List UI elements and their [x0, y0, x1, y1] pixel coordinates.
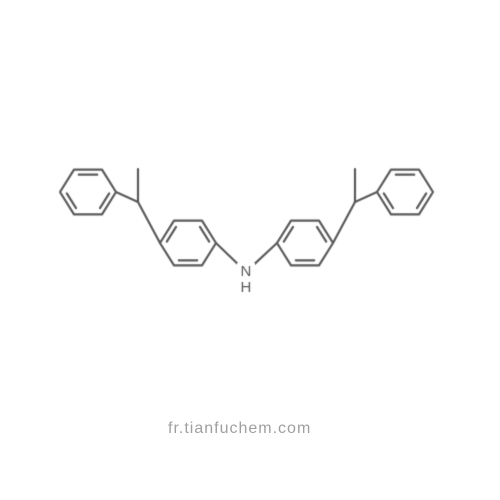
watermark-text: fr.tianfuchem.com: [168, 420, 311, 438]
